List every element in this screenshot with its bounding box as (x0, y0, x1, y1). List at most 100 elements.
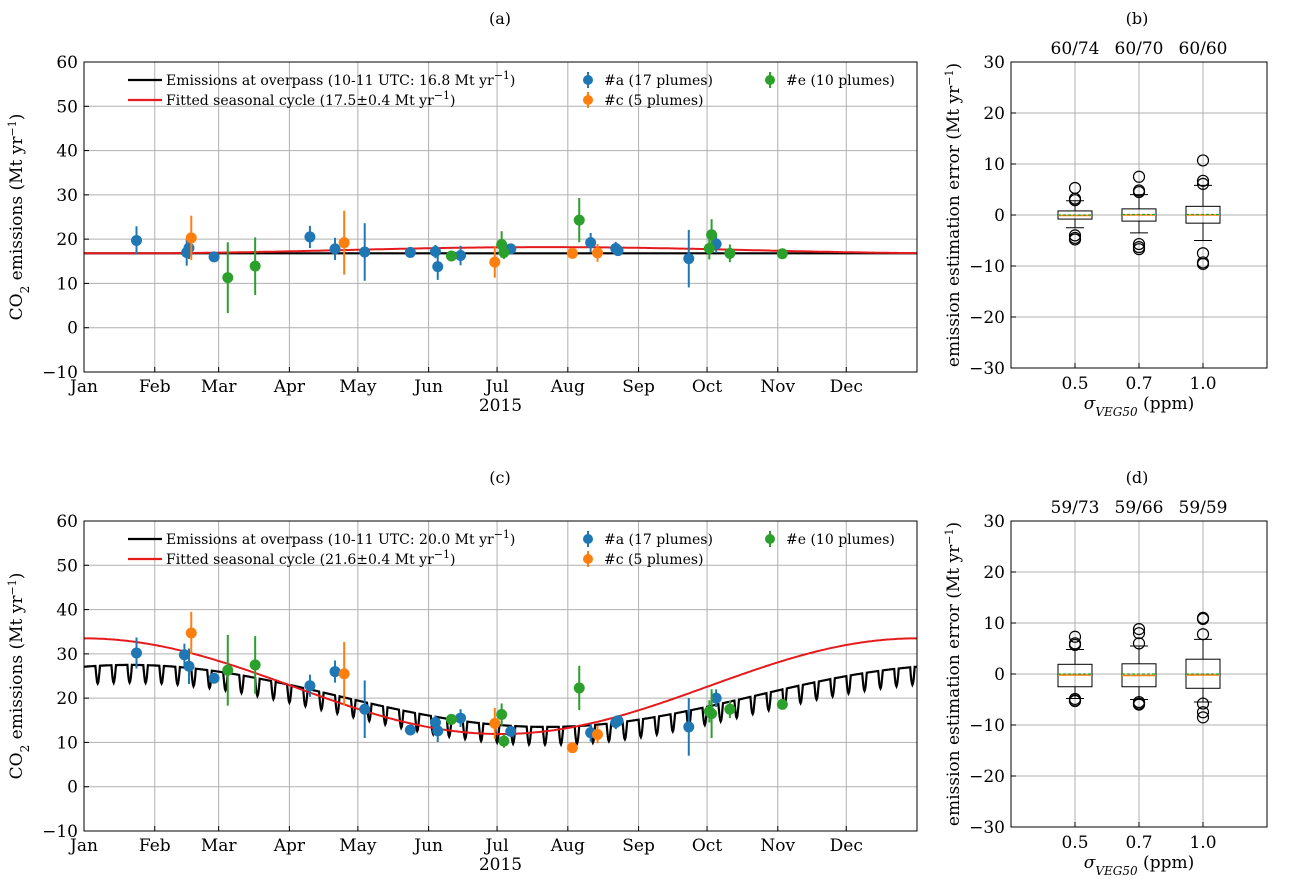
legend-line-label: Fitted seasonal cycle (21.6±0.4 Mt yr−1) (166, 548, 455, 569)
x-tick-label: Nov (760, 836, 795, 856)
data-point (208, 672, 220, 684)
data-point (724, 247, 736, 259)
box-count-label: 59/66 (1115, 498, 1164, 518)
y-tick-label: 10 (56, 274, 78, 294)
data-point (359, 703, 371, 715)
x-tick-label: 1.0 (1189, 374, 1216, 394)
box-outlier (1132, 170, 1146, 183)
data-point (573, 682, 585, 694)
box-outlier (1068, 630, 1082, 643)
box-outlier (1196, 154, 1210, 167)
data-point (130, 647, 142, 659)
legend-point-label: #c (5 plumes) (604, 93, 704, 109)
x-tick-label: Oct (692, 377, 722, 397)
y-tick-label: 30 (983, 512, 1005, 532)
box-outlier (1196, 697, 1210, 710)
data-point (455, 250, 467, 262)
box-count-label: 60/60 (1179, 39, 1228, 59)
data-point (591, 247, 603, 259)
box-outlier (1132, 243, 1146, 256)
y-tick-label: −10 (969, 716, 1005, 736)
y-tick-label: 10 (983, 614, 1005, 634)
data-point (706, 229, 718, 241)
box-count-label: 59/73 (1051, 498, 1100, 518)
data-point (304, 231, 316, 243)
x-tick-label: Sep (622, 836, 655, 856)
box-outlier (1196, 177, 1210, 190)
legend-point-label: #e (10 plumes) (786, 73, 895, 89)
y-tick-label: 60 (56, 512, 78, 532)
y-tick-label: 20 (983, 104, 1005, 124)
data-point (359, 246, 371, 258)
box-outlier (1068, 233, 1082, 246)
x-axis-label: σVEG50 (ppm) (1084, 853, 1194, 878)
y-axis-label: emission estimation error (Mt yr−1) (943, 63, 965, 367)
box-outlier (1132, 185, 1146, 199)
plot-frame (83, 520, 918, 832)
legend-point-label: #e (10 plumes) (786, 532, 895, 548)
data-point (338, 237, 350, 249)
data-point (710, 692, 722, 704)
y-tick-label: 20 (56, 689, 78, 709)
x-tick-label: Mar (201, 836, 238, 856)
data-point (498, 246, 510, 258)
data-point (249, 260, 261, 272)
x-axis-label: 2015 (479, 855, 522, 875)
box-outlier (1132, 637, 1146, 650)
y-tick-label: 30 (983, 53, 1005, 73)
data-point (776, 248, 788, 260)
x-tick-label: 0.7 (1125, 833, 1152, 853)
legend-point-swatch (583, 75, 593, 85)
y-tick-label: 0 (67, 319, 78, 339)
x-tick-label: Aug (550, 377, 585, 397)
data-point (185, 232, 197, 244)
x-tick-label: Dec (830, 377, 863, 397)
y-tick-label: 10 (56, 733, 78, 753)
x-tick-label: Feb (139, 377, 171, 397)
data-point (304, 680, 316, 692)
y-tick-label: 0 (67, 778, 78, 798)
timeseries-panel-c: −10 0 10 20 30 40 50 60 Jan Feb Mar Apr May Jun Jul Aug… (6, 512, 918, 875)
data-point (573, 214, 585, 226)
data-point (612, 715, 624, 727)
data-point (489, 717, 501, 729)
x-tick-label: May (339, 377, 377, 397)
legend-point-label: #a (17 plumes) (604, 532, 713, 548)
legend-point-swatch (765, 75, 775, 85)
data-point (432, 725, 444, 737)
data-point (455, 712, 467, 724)
x-tick-label: Apr (273, 377, 306, 397)
data-point (776, 698, 788, 710)
legend-point-label: #a (17 plumes) (604, 73, 713, 89)
x-tick-label: 0.7 (1125, 374, 1152, 394)
x-tick-label: Oct (692, 836, 722, 856)
data-point (329, 666, 341, 678)
plot-frame (83, 61, 918, 373)
data-point (183, 660, 195, 672)
box-outlier (1196, 257, 1210, 271)
y-tick-label: 0 (994, 206, 1005, 226)
y-tick-label: 10 (983, 155, 1005, 175)
box-count-label: 59/59 (1179, 498, 1228, 518)
x-tick-label: Mar (201, 377, 238, 397)
legend-point-swatch (765, 534, 775, 544)
data-point (498, 735, 510, 747)
box-outlier (1196, 711, 1210, 724)
y-tick-label: 30 (56, 186, 78, 206)
data-point (706, 708, 718, 720)
box-count-label: 60/70 (1115, 39, 1164, 59)
data-point (183, 242, 195, 254)
data-point (329, 243, 341, 255)
panel-label-b: (b) (1126, 9, 1149, 28)
data-point (445, 250, 457, 262)
x-tick-label: Sep (622, 377, 655, 397)
box-outlier (1132, 623, 1146, 636)
x-tick-label: Jan (68, 377, 98, 397)
box-outlier (1132, 237, 1146, 251)
data-point (496, 709, 508, 721)
y-tick-label: 20 (983, 563, 1005, 583)
y-axis-label: emission estimation error (Mt yr−1) (943, 522, 965, 826)
y-tick-label: 30 (56, 645, 78, 665)
x-tick-label: 0.5 (1061, 833, 1088, 853)
data-point (505, 725, 517, 737)
